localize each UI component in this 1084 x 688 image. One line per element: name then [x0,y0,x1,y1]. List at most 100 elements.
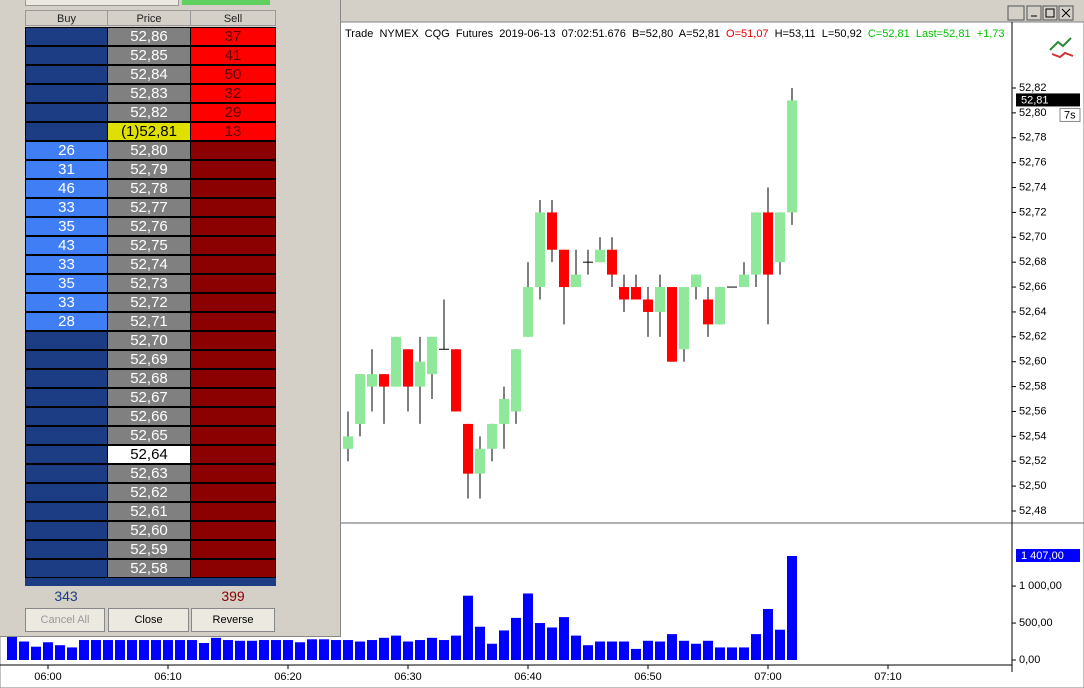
buy-cell[interactable] [25,483,108,502]
sell-cell[interactable]: 29 [190,103,276,122]
volume-bar [271,640,281,660]
volume-bar [499,630,509,660]
buy-cell[interactable] [25,407,108,426]
sell-cell[interactable] [190,255,276,274]
candle-body [691,274,701,288]
candle-body [559,249,569,288]
buy-cell[interactable] [25,103,108,122]
buy-cell[interactable] [25,464,108,483]
volume-bar [751,634,761,660]
column-header: Price [107,10,191,26]
volume-bar [367,640,377,660]
restore-button[interactable] [1007,5,1025,21]
buy-cell[interactable]: 35 [25,217,108,236]
volume-bar [559,617,569,660]
sell-cell[interactable] [190,559,276,578]
volume-bar [43,642,53,660]
volume-bar [643,640,653,660]
buy-total: 343 [54,588,78,604]
buy-cell[interactable]: 33 [25,198,108,217]
sell-cell[interactable]: 41 [190,46,276,65]
volume-bar [679,640,689,660]
buy-cell[interactable]: 46 [25,179,108,198]
sell-cell[interactable] [190,293,276,312]
volume-bar [211,637,221,660]
price-cell: 52,68 [107,369,191,388]
sell-cell[interactable]: 32 [190,84,276,103]
buy-cell[interactable] [25,388,108,407]
buy-cell[interactable] [25,122,108,141]
ladder-button[interactable]: Close [108,608,189,632]
buy-cell[interactable]: 35 [25,274,108,293]
volume-bar [631,648,641,660]
sell-cell[interactable] [190,445,276,464]
sell-cell[interactable] [190,483,276,502]
sell-cell[interactable] [190,369,276,388]
sell-cell[interactable] [190,540,276,559]
icon-down [1051,51,1074,59]
candle-body [427,336,437,375]
sell-cell[interactable] [190,521,276,540]
candle-body [451,349,461,412]
price-cell: 52,80 [107,141,191,160]
buy-cell[interactable] [25,540,108,559]
sell-cell[interactable] [190,331,276,350]
buy-cell[interactable]: 33 [25,255,108,274]
buy-cell[interactable] [25,521,108,540]
y-tick-label: 52,66 [1019,281,1047,293]
volume-bar [235,640,245,660]
sell-cell[interactable]: 37 [190,27,276,46]
minimize-button[interactable] [1026,5,1042,21]
volume-bar [79,640,89,660]
buy-cell[interactable] [25,369,108,388]
sell-cell[interactable] [190,407,276,426]
sell-cell[interactable] [190,160,276,179]
buy-cell[interactable] [25,46,108,65]
window-controls[interactable] [1007,5,1074,21]
sell-cell[interactable] [190,350,276,369]
volume-bar [187,640,197,660]
ladder-button[interactable]: Reverse [191,608,275,632]
buy-cell[interactable] [25,502,108,521]
sell-cell[interactable]: 13 [190,122,276,141]
volume-bar [139,640,149,660]
buy-cell[interactable] [25,65,108,84]
buy-cell[interactable] [25,27,108,46]
buy-cell[interactable] [25,559,108,578]
sell-cell[interactable]: 50 [190,65,276,84]
sell-cell[interactable] [190,274,276,293]
sell-cell[interactable] [190,236,276,255]
sell-cell[interactable] [190,312,276,331]
buy-cell[interactable]: 26 [25,141,108,160]
buy-cell[interactable] [25,426,108,445]
buy-cell[interactable] [25,84,108,103]
buy-cell[interactable]: 43 [25,236,108,255]
candle-body [499,399,509,424]
volume-bar [595,641,605,660]
buy-cell[interactable]: 33 [25,293,108,312]
sell-cell[interactable] [190,217,276,236]
candle-body [655,287,665,312]
buy-cell[interactable]: 31 [25,160,108,179]
x-tick-label: 06:00 [34,671,62,683]
chart-icon[interactable] [1049,37,1074,59]
buy-cell[interactable] [25,445,108,464]
price-cell: 52,67 [107,388,191,407]
price-cell: 52,65 [107,426,191,445]
last-volume-label: 1 407,00 [1021,550,1064,562]
candle-body [619,287,629,300]
sell-cell[interactable] [190,388,276,407]
volume-bar [415,640,425,660]
ladder-button[interactable]: Cancel All [25,608,105,632]
sell-cell[interactable] [190,179,276,198]
sell-cell[interactable] [190,502,276,521]
buy-cell[interactable] [25,331,108,350]
sell-cell[interactable] [190,198,276,217]
buy-cell[interactable]: 28 [25,312,108,331]
sell-cell[interactable] [190,464,276,483]
maximize-button[interactable] [1042,5,1058,21]
sell-cell[interactable] [190,426,276,445]
sell-cell[interactable] [190,141,276,160]
candle-body [391,336,401,387]
buy-cell[interactable] [25,350,108,369]
